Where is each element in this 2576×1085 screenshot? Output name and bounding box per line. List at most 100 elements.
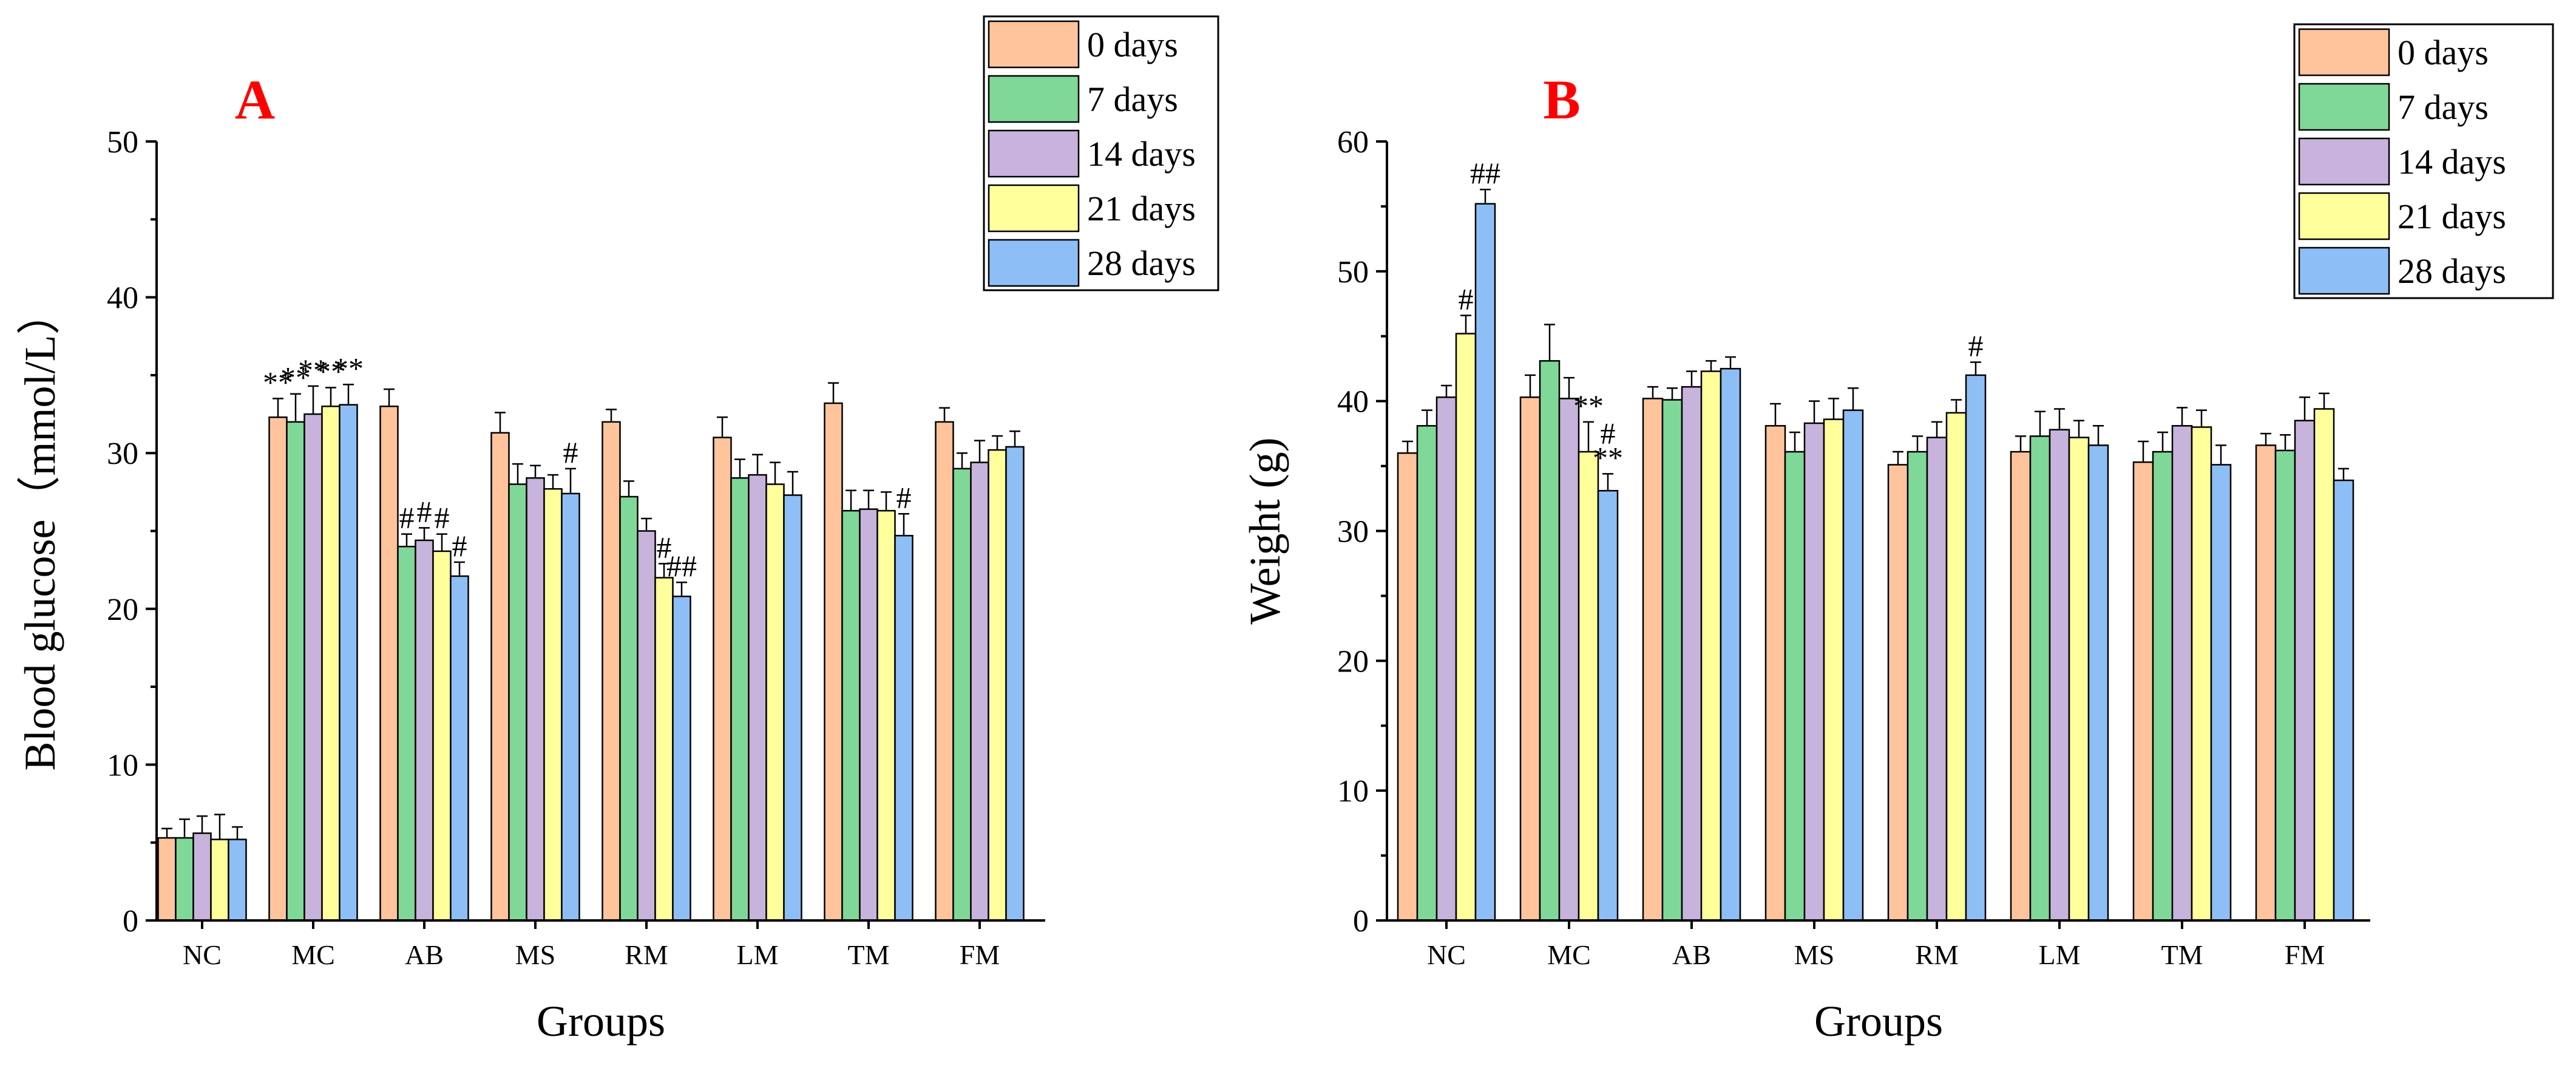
significance-marker: # <box>657 530 672 564</box>
bar-rm-7-days <box>1907 451 1928 922</box>
bar-tm-7-days <box>841 509 861 922</box>
x-axis-title: Groups <box>537 997 665 1046</box>
significance-marker: # <box>563 435 578 469</box>
bar-mc-7-days <box>1539 360 1561 922</box>
bar-tm-0-days <box>2132 461 2154 922</box>
bar-mc-0-days <box>268 416 288 922</box>
bar-rm-28-days <box>672 596 691 922</box>
bar-rm-14-days <box>637 530 656 922</box>
legend-swatch-21-days <box>988 184 1080 233</box>
x-tick-label-fm: FM <box>960 939 1000 970</box>
x-tick-label-rm: RM <box>1915 939 1959 970</box>
bar-ab-28-days <box>450 575 469 922</box>
significance-marker: ## <box>666 549 697 583</box>
bar-fm-0-days <box>935 421 954 922</box>
y-tick-label: 60 <box>1337 125 1369 160</box>
bar-ms-21-days <box>1823 418 1845 922</box>
legend-swatch-14-days <box>2298 137 2390 186</box>
bar-fm-7-days <box>2274 449 2296 922</box>
y-axis-title: Weight (g) <box>1241 437 1289 624</box>
x-tick-label-ms: MS <box>515 939 555 970</box>
x-axis-title: Groups <box>1814 997 1943 1046</box>
x-tick-label-ab: AB <box>405 939 444 970</box>
legend-swatch-28-days <box>988 239 1080 287</box>
y-tick-label: 0 <box>1353 904 1369 939</box>
bar-ms-14-days <box>1803 422 1825 922</box>
legend-label-21-days: 21 days <box>2398 197 2506 236</box>
bar-nc-14-days <box>1435 396 1457 922</box>
bar-tm-21-days <box>2191 426 2212 922</box>
x-tick-label-rm: RM <box>625 939 668 970</box>
bar-nc-7-days <box>175 837 194 922</box>
bar-nc-21-days <box>1455 333 1477 922</box>
legend-swatch-0-days <box>2298 28 2390 77</box>
x-tick-label-tm: TM <box>848 939 890 970</box>
bar-ms-0-days <box>490 432 510 922</box>
y-tick-label: 50 <box>107 125 138 160</box>
x-tick-label-ab: AB <box>1672 939 1711 970</box>
bar-mc-21-days <box>321 405 341 922</box>
bar-fm-28-days <box>2333 479 2354 922</box>
bar-fm-14-days <box>2294 420 2316 922</box>
bar-mc-28-days <box>1597 489 1619 922</box>
significance-marker: # <box>417 494 432 528</box>
bar-lm-0-days <box>713 437 732 922</box>
legend-swatch-0-days <box>988 20 1080 69</box>
bar-ms-14-days <box>526 477 545 922</box>
bar-nc-0-days <box>157 837 177 922</box>
legend-label-14-days: 14 days <box>1087 134 1196 174</box>
significance-marker: ** <box>1573 389 1604 423</box>
bar-mc-7-days <box>286 421 305 922</box>
legend-swatch-21-days <box>2298 192 2390 240</box>
significance-marker: # <box>435 501 450 535</box>
legend-label-28-days: 28 days <box>2398 251 2506 291</box>
bar-ab-14-days <box>415 539 434 922</box>
legend-label-28-days: 28 days <box>1087 243 1196 283</box>
bar-nc-7-days <box>1416 425 1438 922</box>
bar-ab-21-days <box>1700 370 1722 922</box>
bar-ab-0-days <box>1642 398 1664 922</box>
significance-marker: # <box>452 529 467 563</box>
bar-ab-7-days <box>1661 399 1683 922</box>
y-tick-label: 20 <box>1337 644 1369 679</box>
bar-mc-0-days <box>1519 396 1541 922</box>
significance-marker: ** <box>298 353 328 387</box>
legend-label-7-days: 7 days <box>2398 87 2489 127</box>
bar-ms-7-days <box>1784 451 1806 922</box>
bar-tm-0-days <box>824 402 843 922</box>
bar-lm-21-days <box>2068 437 2090 922</box>
legend-label-14-days: 14 days <box>2398 142 2506 182</box>
bar-tm-28-days <box>2210 464 2232 922</box>
x-tick-label-nc: NC <box>1427 939 1466 970</box>
x-tick-label-ms: MS <box>1794 939 1834 970</box>
bar-ab-21-days <box>432 550 452 922</box>
bar-mc-28-days <box>339 404 358 922</box>
bar-ab-28-days <box>1720 367 1741 922</box>
bar-ms-0-days <box>1764 425 1786 922</box>
x-tick-label-mc: MC <box>1547 939 1591 970</box>
significance-marker: ** <box>333 351 364 385</box>
bar-nc-0-days <box>1397 452 1418 922</box>
bar-ms-28-days <box>1842 409 1864 922</box>
bar-tm-21-days <box>876 509 896 922</box>
legend: 0 days 7 days 14 days 21 days 28 days <box>2293 23 2554 299</box>
significance-marker: # <box>897 480 912 514</box>
bar-nc-28-days <box>1474 203 1496 922</box>
significance-marker: ** <box>316 354 346 388</box>
significance-marker: # <box>1459 282 1474 316</box>
legend-swatch-28-days <box>2298 247 2390 295</box>
bar-fm-28-days <box>1005 446 1025 922</box>
bar-rm-0-days <box>1887 464 1909 922</box>
legend-swatch-14-days <box>988 129 1080 178</box>
significance-marker: # <box>1968 329 1984 363</box>
x-tick-label-mc: MC <box>291 939 335 970</box>
bar-tm-7-days <box>2152 451 2174 922</box>
significance-marker: # <box>399 501 415 535</box>
bar-nc-28-days <box>228 838 247 922</box>
bar-lm-28-days <box>783 494 802 922</box>
bar-mc-14-days <box>1558 398 1580 922</box>
legend-label-7-days: 7 days <box>1087 80 1178 119</box>
y-tick-label: 30 <box>1337 515 1369 549</box>
bar-ms-7-days <box>508 483 527 922</box>
